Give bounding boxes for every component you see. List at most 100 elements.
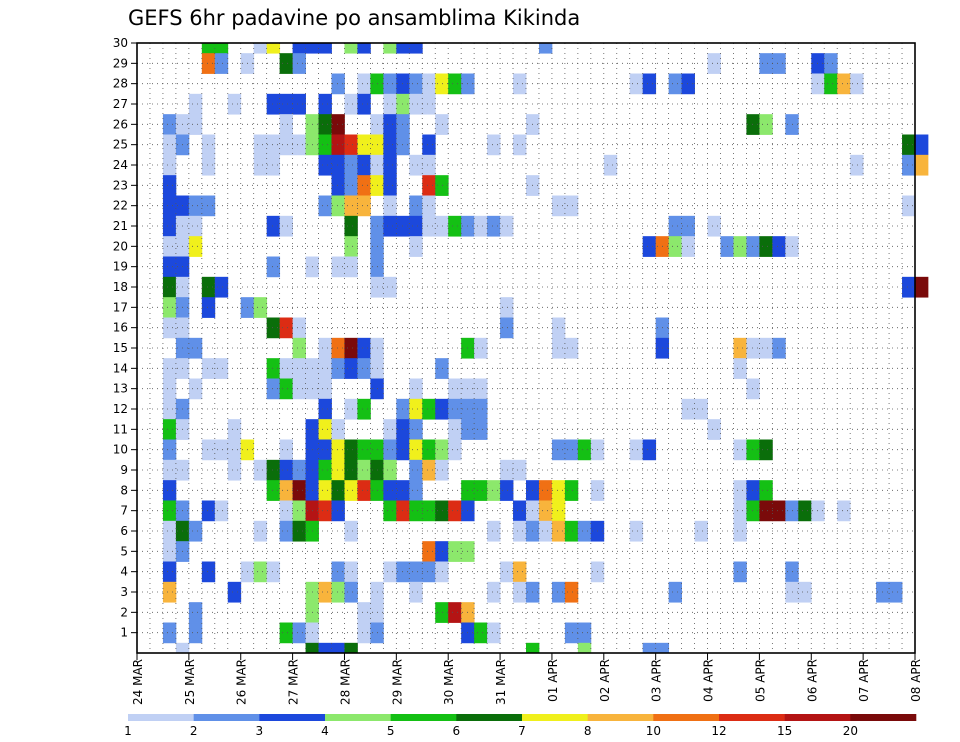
colorbar-label: 6 xyxy=(453,724,461,738)
heatmap-cell xyxy=(396,73,410,95)
heatmap-cell xyxy=(487,622,501,644)
heatmap-cell xyxy=(448,602,462,623)
heatmap-cell xyxy=(279,114,293,135)
y-tick-label: 29 xyxy=(113,56,128,70)
heatmap-cell xyxy=(733,236,747,257)
heatmap-cell xyxy=(162,561,177,583)
heatmap-cell xyxy=(266,43,281,54)
heatmap-cell xyxy=(551,317,566,339)
heatmap-cell xyxy=(162,114,177,135)
heatmap-cell xyxy=(383,500,397,522)
heatmap-cell xyxy=(759,114,773,135)
x-tick-label: 01 APR xyxy=(546,659,560,702)
heatmap-cell xyxy=(564,581,579,603)
heatmap-cell xyxy=(837,73,851,95)
heatmap-cell xyxy=(409,419,423,440)
heatmap-cell xyxy=(798,581,812,603)
y-tick-label: 8 xyxy=(120,483,128,497)
heatmap-cell xyxy=(487,581,501,603)
heatmap-cell xyxy=(162,236,177,257)
heatmap-cell xyxy=(474,622,488,644)
heatmap-cell xyxy=(448,439,462,461)
heatmap-cell xyxy=(383,419,397,440)
heatmap-cell xyxy=(513,581,527,603)
heatmap-cell xyxy=(162,256,177,278)
colorbar-label: 7 xyxy=(518,724,526,738)
heatmap-cell xyxy=(188,236,203,257)
heatmap-cell xyxy=(759,337,773,359)
heatmap-cell xyxy=(396,561,410,583)
heatmap-cell xyxy=(357,602,371,623)
heatmap-cell xyxy=(188,602,203,623)
heatmap-cell xyxy=(344,236,358,257)
heatmap-cell xyxy=(772,500,786,522)
heatmap-cell xyxy=(357,175,371,196)
heatmap-cell xyxy=(331,419,345,440)
y-tick-label: 25 xyxy=(113,138,128,152)
heatmap-cell xyxy=(357,93,371,115)
colorbar-segment xyxy=(259,714,326,721)
heatmap-cell xyxy=(331,500,345,522)
heatmap-cell xyxy=(435,500,449,522)
heatmap-cell xyxy=(266,561,281,583)
colorbar-label: 2 xyxy=(190,724,198,738)
heatmap-cell xyxy=(500,297,514,318)
colorbar-label: 8 xyxy=(584,724,592,738)
heatmap-cell xyxy=(279,93,293,115)
heatmap-cell xyxy=(344,175,358,196)
heatmap-cell xyxy=(396,134,410,156)
heatmap-cell xyxy=(331,480,345,501)
heatmap-cell xyxy=(629,73,644,95)
heatmap-cell xyxy=(357,43,371,54)
heatmap-cell xyxy=(266,459,281,481)
colorbar: 1 2 3 4 5 6 7 8 10 12 15 20 xyxy=(124,714,917,738)
colorbar-label: 3 xyxy=(256,724,264,738)
heatmap-cell xyxy=(487,480,501,501)
heatmap-cell xyxy=(201,53,216,74)
heatmap-cell xyxy=(448,419,462,440)
y-tick-label: 6 xyxy=(120,524,128,538)
heatmap-cell xyxy=(435,561,449,583)
heatmap-cell xyxy=(889,581,903,603)
heatmap-cells xyxy=(162,43,929,654)
colorbar-segment xyxy=(719,714,785,721)
heatmap-cell xyxy=(642,439,657,461)
heatmap-cell xyxy=(564,439,579,461)
heatmap-cell xyxy=(253,134,268,156)
heatmap-cell xyxy=(318,93,332,115)
heatmap-cell xyxy=(759,53,773,74)
heatmap-cell xyxy=(331,256,345,278)
heatmap-cell xyxy=(279,439,293,461)
heatmap-cell xyxy=(357,459,371,481)
y-tick-label: 13 xyxy=(113,382,128,396)
heatmap-cell xyxy=(746,500,760,522)
heatmap-cell xyxy=(292,459,306,481)
heatmap-cell xyxy=(422,154,436,176)
heatmap-cell xyxy=(279,500,293,522)
heatmap-cell xyxy=(214,500,229,522)
heatmap-cell xyxy=(746,378,760,400)
heatmap-cell xyxy=(383,154,397,176)
heatmap-cell xyxy=(902,134,916,156)
heatmap-cell xyxy=(474,337,488,359)
heatmap-cell xyxy=(396,439,410,461)
heatmap-cell xyxy=(162,276,177,298)
heatmap-cell xyxy=(551,480,566,501)
heatmap-cell xyxy=(409,195,423,217)
heatmap-cell xyxy=(500,459,514,481)
heatmap-cell xyxy=(513,134,527,156)
heatmap-cell xyxy=(409,398,423,420)
heatmap-cell xyxy=(422,459,436,481)
heatmap-cell xyxy=(733,520,747,542)
heatmap-cell xyxy=(162,317,177,339)
heatmap-cell xyxy=(162,541,177,562)
heatmap-cell xyxy=(435,398,449,420)
heatmap-cell xyxy=(279,358,293,379)
heatmap-cell xyxy=(409,154,423,176)
heatmap-cell xyxy=(318,358,332,379)
heatmap-cell xyxy=(162,500,177,522)
heatmap-cell xyxy=(564,520,579,542)
heatmap-cell xyxy=(642,73,657,95)
colorbar-segment xyxy=(653,714,720,721)
heatmap-cell xyxy=(551,581,566,603)
